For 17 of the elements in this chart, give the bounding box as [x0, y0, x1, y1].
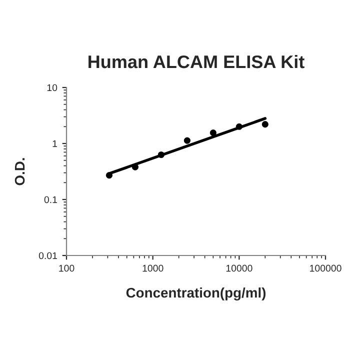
y-tick-label: 10 [47, 84, 58, 92]
x-tick-label: 10000 [226, 264, 252, 272]
chart-title: Human ALCAM ELISA Kit [88, 54, 304, 68]
y-tick-label: 0.1 [44, 196, 57, 204]
x-tick-label: 1000 [142, 264, 164, 272]
point [236, 123, 242, 130]
point [262, 121, 268, 128]
x-axis-title: Concentration(pg/ml) [126, 287, 266, 300]
y-axis-title: O.D. [14, 158, 25, 186]
y-tick-label: 0.01 [38, 252, 57, 260]
point [106, 172, 113, 179]
point [184, 137, 190, 144]
y-tick-label: 1 [52, 140, 57, 148]
point [210, 130, 216, 136]
point [158, 151, 164, 158]
x-tick-label: 100000 [310, 264, 342, 272]
x-tick-label: 100 [59, 264, 74, 272]
